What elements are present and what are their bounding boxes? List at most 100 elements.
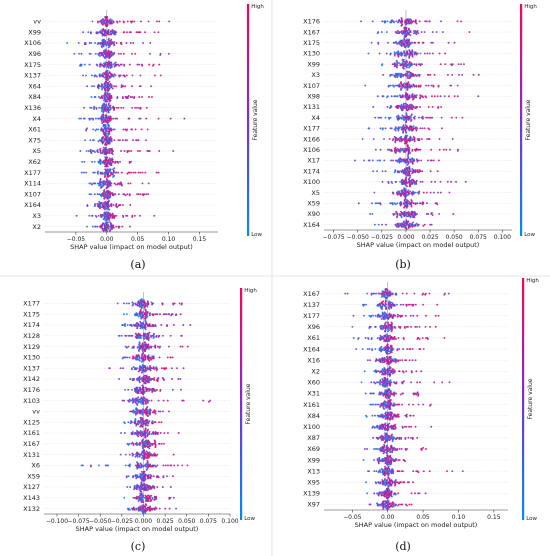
shap-point	[125, 302, 128, 305]
shap-point	[413, 117, 416, 120]
shap-point	[84, 139, 86, 142]
shap-point	[419, 64, 422, 67]
shap-point	[395, 40, 397, 43]
shap-point	[125, 313, 128, 316]
feature-label-X99: X99	[28, 28, 41, 36]
shap-point	[374, 202, 377, 205]
shap-point	[107, 111, 110, 114]
shap-point	[377, 42, 380, 45]
shap-point	[385, 288, 388, 291]
feature-label-X132: X132	[23, 505, 40, 513]
shap-point	[394, 314, 397, 317]
shap-point	[133, 387, 136, 390]
shap-point	[106, 464, 109, 467]
shap-point	[135, 484, 138, 487]
shap-point	[96, 225, 99, 228]
shap-point	[167, 52, 170, 55]
shap-point	[144, 512, 147, 514]
shap-point	[152, 332, 155, 335]
shap-point	[374, 369, 377, 372]
shap-point	[162, 476, 165, 479]
shap-point	[403, 142, 406, 145]
shap-point	[110, 55, 113, 57]
shap-point	[98, 106, 101, 109]
shap-point	[106, 189, 109, 192]
shap-point	[101, 23, 104, 26]
shap-point	[405, 45, 408, 47]
shap-point	[414, 191, 417, 194]
shap-point	[95, 215, 98, 218]
shap-point	[109, 50, 112, 53]
shap-point	[409, 216, 412, 219]
shap-point	[133, 398, 136, 401]
shap-point	[408, 222, 411, 225]
shap-point	[137, 354, 140, 357]
shap-point	[422, 224, 425, 227]
shap-point	[151, 387, 154, 390]
shap-point	[117, 193, 120, 196]
shap-point	[107, 102, 110, 105]
shap-point	[408, 108, 411, 111]
shap-point	[139, 386, 141, 389]
shap-point	[172, 324, 175, 326]
shap-point	[421, 180, 424, 183]
shap-point	[405, 112, 408, 115]
shap-point	[393, 85, 395, 88]
shap-point	[164, 507, 167, 510]
shap-point	[123, 21, 125, 24]
shap-point	[405, 206, 408, 209]
shap-point	[408, 203, 411, 206]
shap-point	[161, 376, 164, 379]
shap-point	[387, 182, 390, 184]
shap-point	[150, 465, 153, 468]
shap-point	[405, 304, 408, 307]
shap-point	[102, 218, 105, 221]
shap-point	[144, 463, 147, 466]
x-tick-label: −0.05	[67, 236, 86, 243]
shap-point	[148, 451, 151, 454]
shap-point	[150, 96, 153, 98]
shap-point	[100, 195, 103, 198]
shap-point	[137, 476, 140, 479]
feature-label-X100: X100	[303, 178, 320, 186]
shap-point	[141, 350, 144, 352]
shap-point	[415, 53, 418, 56]
shap-point	[387, 345, 390, 348]
shap-point	[107, 49, 110, 52]
shap-point	[436, 303, 439, 306]
shap-point	[410, 19, 413, 22]
shap-point	[110, 202, 113, 205]
shap-point	[400, 216, 403, 219]
shap-point	[404, 173, 407, 176]
shap-point	[414, 171, 417, 174]
feature-label-X175: X175	[303, 39, 320, 47]
shap-point	[431, 106, 434, 108]
shap-point	[415, 129, 418, 132]
shap-point	[100, 110, 103, 113]
shap-point	[138, 488, 141, 491]
feature-label-X90: X90	[307, 210, 320, 218]
shap-point	[114, 74, 117, 77]
shap-point	[102, 99, 105, 102]
shap-point	[105, 207, 108, 210]
shap-point	[410, 183, 413, 185]
feature-label-X166: X166	[303, 135, 320, 143]
shap-point	[390, 371, 393, 374]
shap-point	[99, 172, 102, 175]
shap-point	[168, 507, 171, 510]
shap-point	[385, 317, 388, 319]
x-tick-label: 0.050	[446, 234, 463, 241]
shap-point	[146, 460, 149, 462]
shap-point	[95, 32, 98, 35]
feature-label-vv: vv	[33, 18, 41, 26]
shap-point	[143, 430, 146, 433]
shap-point	[383, 138, 385, 140]
shap-point	[406, 144, 409, 147]
shap-point	[410, 325, 413, 328]
shap-point	[107, 130, 109, 133]
shap-point	[139, 429, 142, 432]
shap-point	[413, 63, 416, 66]
shap-point	[403, 65, 406, 68]
shap-point	[417, 73, 419, 76]
shap-point	[374, 348, 377, 350]
